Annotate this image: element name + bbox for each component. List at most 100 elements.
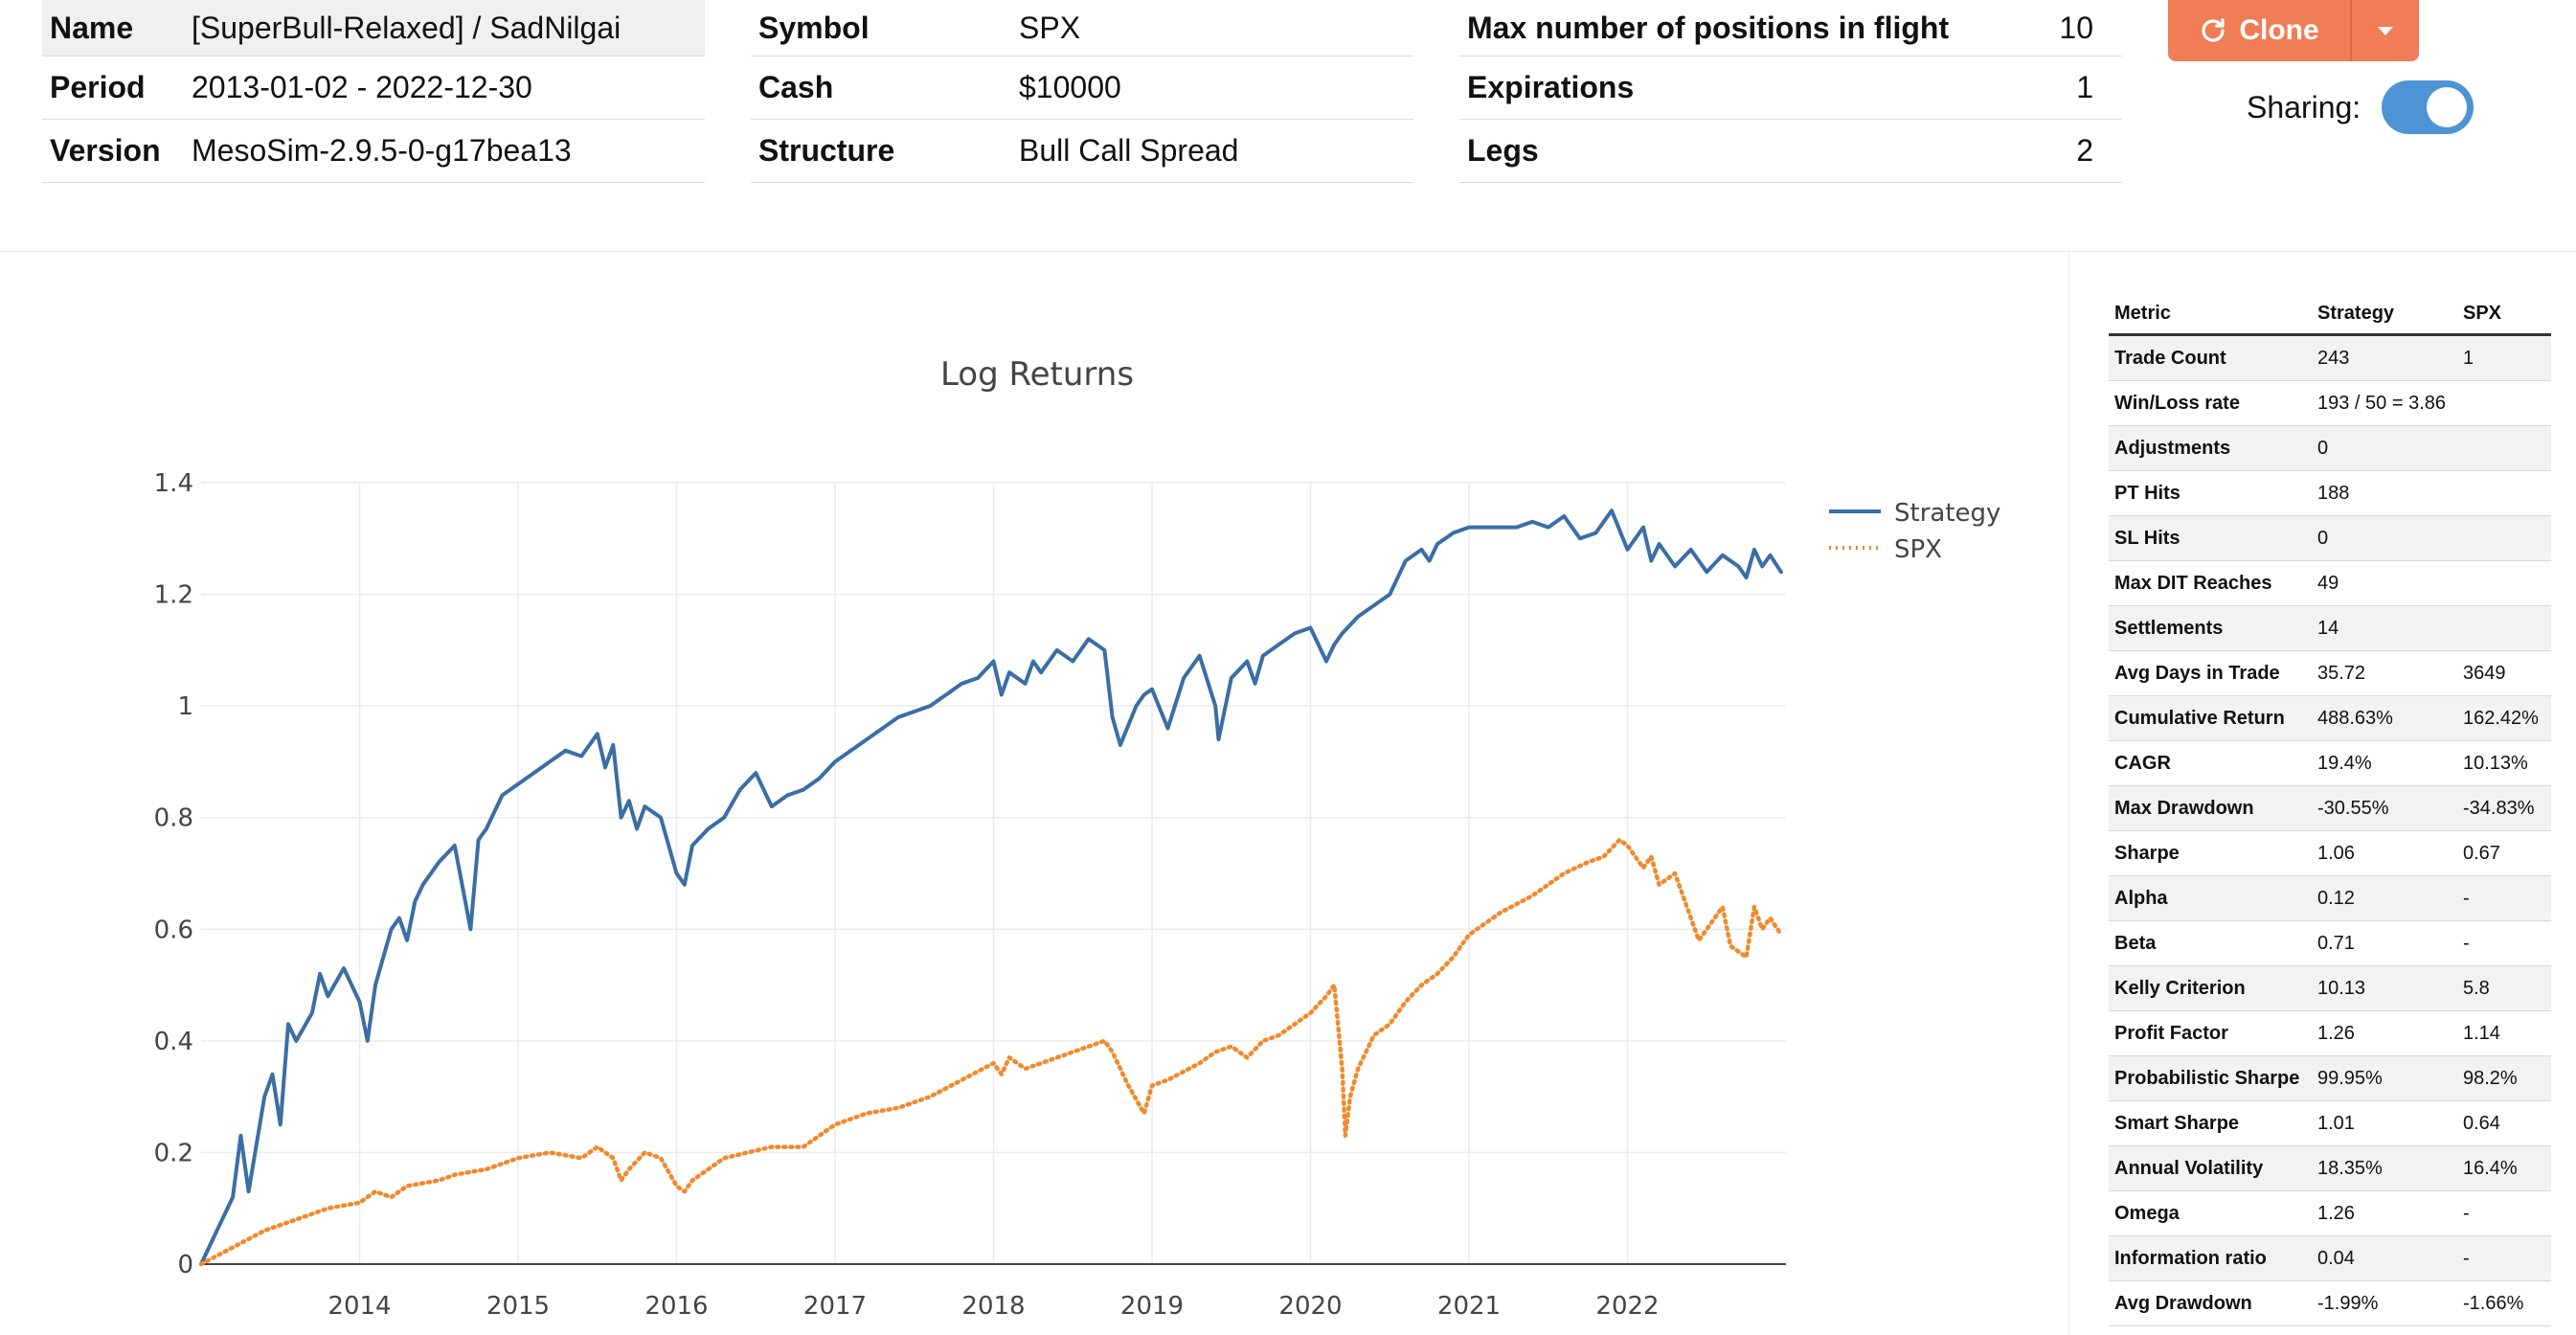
metric-spx-value [2457,515,2551,561]
series-line-strategy[interactable] [199,509,1783,1266]
info-key: Structure [751,119,1011,183]
metric-spx-value: 98.2% [2457,1055,2551,1101]
metric-strategy-value: 1.26 [2312,1010,2457,1056]
metric-strategy-value: 1.26 [2312,1190,2457,1236]
info-key: Name [42,0,184,57]
metric-strategy-value: 0.12 [2312,875,2457,921]
table-row: Beta 0.71- [2109,920,2551,966]
metric-spx-value: 0.67 [2457,830,2551,876]
info-row-structure: Structure Bull Call Spread [751,119,1413,183]
table-row: Settlements 14 [2109,605,2551,651]
sharing-toggle[interactable] [2382,80,2474,134]
info-key: Period [42,56,184,120]
metric-name: Avg Drawdown [2109,1280,2312,1326]
sharing-control: Sharing: [2247,80,2474,134]
table-row: Avg Drawdown -1.99% -1.66% [2109,1280,2551,1326]
info-row-version: Version MesoSim-2.9.5-0-g17bea13 [42,119,705,183]
metric-strategy-value: 0 [2312,515,2457,561]
toggle-knob [2427,87,2468,127]
section-divider [0,251,2576,252]
metric-strategy-value: 488.63% [2312,695,2457,741]
chart-grid [201,482,1786,1264]
metric-name: CAGR [2109,740,2312,786]
info-key: Version [42,119,184,183]
metric-name: Alpha [2109,875,2312,921]
table-row: PT Hits 188 [2109,470,2551,516]
x-tick-label: 2021 [1437,1292,1501,1321]
metric-strategy-value: 19.4% [2312,740,2457,786]
panel-divider [2068,251,2069,1335]
table-row: Profit Factor 1.26 1.14 [2109,1010,2551,1056]
metric-spx-value: - [2457,920,2551,966]
x-tick-label: 2017 [803,1292,867,1321]
metric-strategy-value: 0 [2312,425,2457,471]
metric-spx-value: 1 [2457,334,2551,381]
metric-spx-value: - [2457,1190,2551,1236]
clone-button[interactable]: Clone [2168,0,2350,61]
info-value: $10000 [1011,56,1413,120]
table-row: Win/Loss rate 193 / 50 = 3.86 [2109,380,2551,426]
metric-strategy-value: 18.35% [2312,1145,2457,1191]
metric-name: Settlements [2109,605,2312,651]
metric-spx-value [2457,560,2551,606]
table-row: Adjustments 0 [2109,425,2551,471]
metric-spx-value: 1.14 [2457,1010,2551,1056]
series-line-spx[interactable] [198,837,1784,1267]
y-tick-label: 0.6 [154,916,193,944]
clone-button-group: Clone [2168,0,2419,61]
metric-strategy-value: 0.71 [2312,920,2457,966]
metric-spx-value: 10.13% [2457,740,2551,786]
metric-name: Information ratio [2109,1235,2312,1281]
metric-strategy-value: -30.55% [2312,785,2457,831]
table-row: Avg Days in Trade 35.72 3649 [2109,650,2551,696]
chart-legend[interactable]: Strategy SPX [1829,499,2000,564]
table-row: Alpha 0.12- [2109,875,2551,921]
legend-label: SPX [1894,535,1942,564]
refresh-icon [2202,18,2225,42]
y-tick-label: 1.4 [154,469,193,498]
legend-item-spx[interactable]: SPX [1829,535,1942,564]
table-row: CAGR 19.4% 10.13% [2109,740,2551,786]
sharing-label: Sharing: [2247,89,2361,124]
info-value: Bull Call Spread [1011,119,1413,183]
info-row-cash: Cash $10000 [751,56,1413,120]
info-row-legs: Legs 2 [1459,119,2122,183]
metric-spx-value: - [2457,1235,2551,1281]
x-tick-label: 2018 [961,1292,1025,1321]
metric-strategy-value: 243 [2312,334,2457,381]
table-row: Omega 1.26- [2109,1190,2551,1236]
metrics-col-header[interactable]: Strategy [2312,293,2457,336]
metrics-col-header[interactable]: Metric [2109,293,2312,336]
metric-spx-value: 3649 [2457,650,2551,696]
metric-spx-value [2457,470,2551,516]
y-axis-ticks: 0 0.2 0.4 0.6 0.8 1 1.2 1.4 [154,469,193,1279]
y-tick-label: 1.2 [154,581,193,610]
y-tick-label: 1 [177,692,193,721]
y-tick-label: 0.4 [154,1028,193,1056]
legend-label: Strategy [1894,499,2000,528]
metric-spx-value: 5.8 [2457,965,2551,1011]
table-row: Information ratio 0.04- [2109,1235,2551,1281]
x-tick-label: 2020 [1278,1292,1342,1321]
metric-name: SL Hits [2109,515,2312,561]
table-row: Probabilistic Sharpe 99.95% 98.2% [2109,1055,2551,1101]
metric-name: Cumulative Return [2109,695,2312,741]
x-tick-label: 2016 [644,1292,708,1321]
metrics-body: Trade Count 243 1 Win/Loss rate 193 / 50 = 3… [2109,334,2551,1326]
metric-strategy-value: 193 / 50 = 3.86 [2312,380,2457,426]
table-row: SL Hits 0 [2109,515,2551,561]
log-returns-chart[interactable]: Log Returns 2014 2015 2016 2017 2018 2019 2020… [0,253,2059,1335]
info-key: Symbol [751,0,1011,57]
metric-spx-value: -1.66% [2457,1280,2551,1326]
x-axis-ticks: 2014 2015 2016 2017 2018 2019 2020 2021 2022 [328,1292,1659,1321]
table-row: Annual Volatility 18.35% 16.4% [2109,1145,2551,1191]
metric-strategy-value: 49 [2312,560,2457,606]
clone-dropdown-toggle[interactable] [2350,0,2419,61]
metrics-col-header[interactable]: SPX [2457,293,2551,336]
info-key: Max number of positions in flight [1459,0,2041,57]
legend-item-strategy[interactable]: Strategy [1829,499,2000,528]
metric-name: Win/Loss rate [2109,380,2312,426]
info-value: 2 [2040,119,2122,183]
metric-strategy-value: 14 [2312,605,2457,651]
x-tick-label: 2015 [486,1292,550,1321]
